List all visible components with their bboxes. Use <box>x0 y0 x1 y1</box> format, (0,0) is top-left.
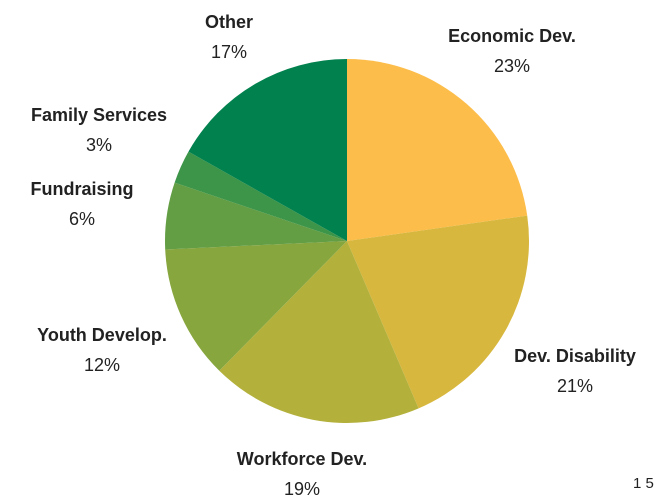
slice-label-other: Other <box>205 12 253 32</box>
pie-labels: Economic Dev. 23% Dev. Disability 21% Workfo… <box>31 12 636 495</box>
pie-slice-youth-develop <box>165 241 347 371</box>
slice-value-dev-disability: 21% <box>557 376 593 396</box>
slice-label-youth-develop: Youth Develop. <box>37 325 167 345</box>
slice-value-economic-dev: 23% <box>494 56 530 76</box>
pie-slices <box>165 59 529 423</box>
pie-slice-economic-dev <box>347 59 528 241</box>
pie-slice-dev-disability <box>347 215 529 409</box>
pie-slice-workforce-dev <box>219 241 419 423</box>
slice-value-other: 17% <box>211 42 247 62</box>
slice-value-family-services: 3% <box>86 135 112 155</box>
page-number: 1 5 <box>633 475 654 492</box>
slice-label-dev-disability: Dev. Disability <box>514 346 636 366</box>
pie-slice-fundraising <box>165 182 347 250</box>
slice-label-economic-dev: Economic Dev. <box>448 26 576 46</box>
slice-value-fundraising: 6% <box>69 209 95 229</box>
pie-slice-family-services <box>174 151 347 241</box>
slice-label-fundraising: Fundraising <box>31 179 134 199</box>
slice-label-family-services: Family Services <box>31 105 167 125</box>
slice-value-workforce-dev: 19% <box>284 479 320 495</box>
pie-slice-other <box>188 59 347 241</box>
slice-label-workforce-dev: Workforce Dev. <box>237 449 367 469</box>
slice-value-youth-develop: 12% <box>84 355 120 375</box>
